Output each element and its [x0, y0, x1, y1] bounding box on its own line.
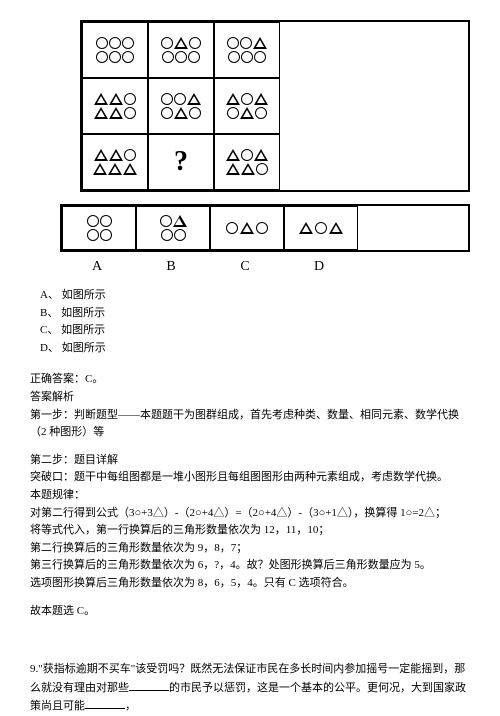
options-container: A B C D	[60, 204, 470, 277]
option-cell-a	[62, 206, 136, 250]
blank-1	[129, 679, 169, 691]
question-mark: ?	[174, 141, 188, 183]
explanation: 正确答案：C。 答案解析 第一步：判断题型——本题题干为图群组成，首先考虑种类、…	[30, 371, 470, 620]
grid-cell	[214, 78, 280, 134]
breakthrough: 突破口：题干中每组图都是一堆小图形且每组图图形由两种元素组成，考虑数学代换。	[30, 469, 470, 487]
option-label-c: C	[208, 256, 282, 277]
grid-cell	[82, 134, 148, 190]
step-2-title: 第二步：题目详解	[30, 452, 470, 470]
option-label-b: B	[134, 256, 208, 277]
option-cell-d	[284, 206, 358, 250]
rule-5: 选项图形换算后三角形数量依次为 8，6，5，4。只有 C 选项符合。	[30, 575, 470, 593]
rule-3: 第二行换算后的三角形数量依次为 9，8，7；	[30, 540, 470, 558]
grid-cell: ?	[148, 134, 214, 190]
rule-1: 对第二行得到公式（3○+3△）-（2○+4△）=（2○+4△）-（3○+1△），…	[30, 505, 470, 523]
grid-cell	[148, 22, 214, 78]
rule-title: 本题规律：	[30, 487, 470, 505]
grid-cell	[214, 22, 280, 78]
grid-cell	[82, 78, 148, 134]
step-1: 第一步：判断题型——本题题干为图群组成，首先考虑种类、数量、相同元素、数学代换（…	[30, 407, 470, 442]
answer-a: A、 如图所示	[40, 287, 470, 305]
answer-c: C、 如图所示	[40, 322, 470, 340]
option-cell-b	[136, 206, 210, 250]
option-label-a: A	[60, 256, 134, 277]
rule-2: 将等式代入，第一行换算后的三角形数量依次为 12，11，10；	[30, 522, 470, 540]
conclusion: 故本题选 C。	[30, 603, 470, 621]
answer-list: A、 如图所示 B、 如图所示 C、 如图所示 D、 如图所示	[40, 287, 470, 357]
answer-d: D、 如图所示	[40, 340, 470, 358]
explanation-head: 答案解析	[30, 389, 470, 407]
option-cell-c	[210, 206, 284, 250]
grid-cell	[82, 22, 148, 78]
grid-cell	[148, 78, 214, 134]
correct-answer: 正确答案：C。	[30, 371, 470, 389]
grid-cell	[214, 134, 280, 190]
option-label-d: D	[282, 256, 356, 277]
rule-4: 第三行换算后的三角形数量依次为 6，?，4。故？处图形换算后三角形数量应为 5。	[30, 557, 470, 575]
pattern-grid: ?	[80, 20, 470, 192]
answer-b: B、 如图所示	[40, 305, 470, 323]
